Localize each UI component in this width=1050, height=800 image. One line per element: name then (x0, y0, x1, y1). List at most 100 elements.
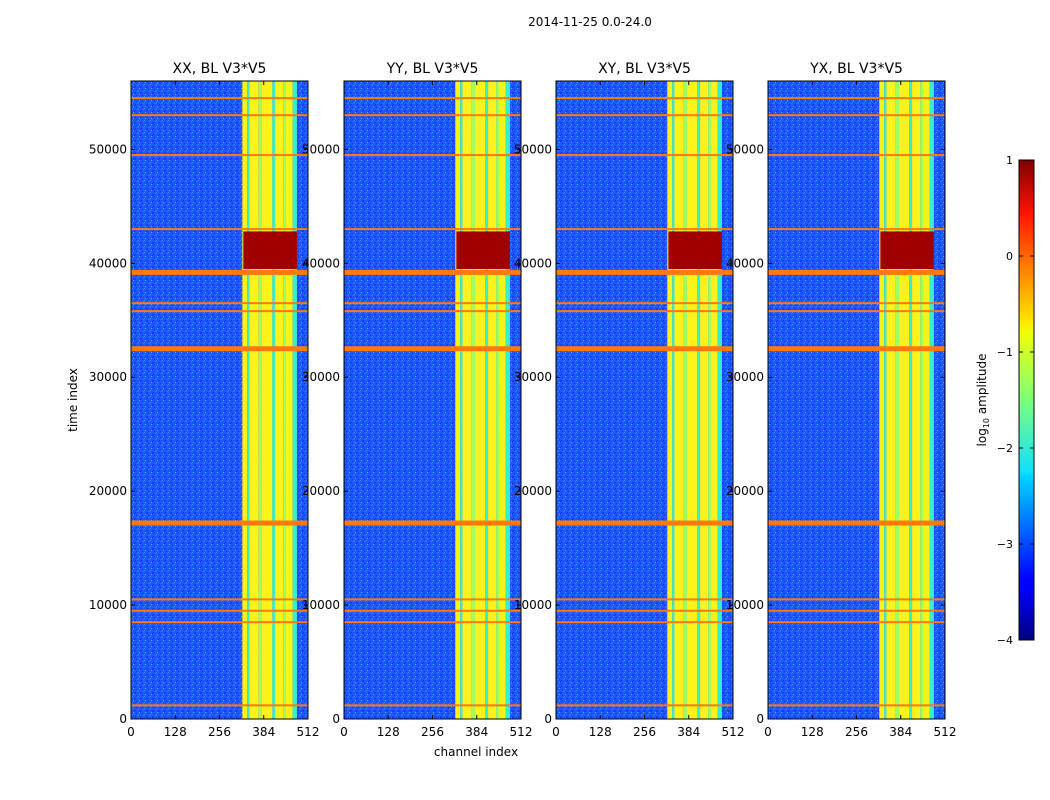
rfi-band-stripe (923, 81, 930, 719)
y-tick-label: 10000 (726, 598, 764, 612)
flagged-row (344, 621, 521, 624)
flagged-row (556, 154, 733, 157)
colorbar: 10−1−2−3−4 log10 amplitude (975, 154, 1035, 647)
rfi-band-stripe (686, 81, 698, 719)
rfi-band-stripe (286, 81, 293, 719)
x-tick-label: 0 (127, 725, 135, 739)
flagged-row (768, 97, 945, 100)
flagged-row (344, 302, 521, 305)
x-tick-label: 128 (589, 725, 612, 739)
y-tick-label: 30000 (726, 370, 764, 384)
flagged-row (768, 520, 945, 526)
flagged-row (556, 598, 733, 601)
y-tick-label: 40000 (302, 256, 340, 270)
y-tick-label: 30000 (514, 370, 552, 384)
flagged-row (131, 704, 308, 707)
x-tick-label: 128 (164, 725, 187, 739)
flagged-row (344, 269, 521, 275)
y-tick-label: 40000 (726, 256, 764, 270)
colorbar-tick-label: −2 (997, 442, 1013, 455)
hot-block (456, 231, 510, 269)
flagged-row (344, 310, 521, 313)
y-tick-label: 40000 (89, 256, 127, 270)
x-tick-label: 256 (421, 725, 444, 739)
x-tick-label: 0 (764, 725, 772, 739)
y-axis-label: time index (66, 368, 80, 432)
rfi-band-stripe (700, 81, 709, 719)
flagged-row (344, 520, 521, 526)
colorbar-tick-label: 0 (1006, 250, 1013, 263)
y-tick-label: 50000 (514, 142, 552, 156)
flagged-row (131, 598, 308, 601)
colorbar-label-rest: amplitude (975, 354, 989, 418)
rfi-band-stripe (717, 81, 722, 719)
colorbar-tick-label: −4 (997, 634, 1013, 647)
heatmap-panel-1: YY, BL V3*V5 0 128 256 384 512 0 10000 20000 3000… (302, 61, 533, 739)
rfi-band-stripe (247, 81, 250, 719)
rfi-band-stripe (249, 81, 259, 719)
rfi-band-stripe (708, 81, 712, 719)
flagged-row (556, 302, 733, 305)
flagged-row (556, 346, 733, 352)
x-tick-label: 0 (552, 725, 560, 739)
flagged-row (556, 114, 733, 117)
flagged-row (344, 346, 521, 352)
flagged-row (131, 269, 308, 275)
y-tick-label: 10000 (302, 598, 340, 612)
x-tick-label: 512 (297, 725, 320, 739)
colorbar-tick-label: 1 (1006, 154, 1013, 167)
rfi-band-stripe (672, 81, 675, 719)
rfi-band-stripe (879, 81, 885, 719)
flagged-row (768, 154, 945, 157)
rfi-band-stripe (258, 81, 262, 719)
flagged-row (556, 310, 733, 313)
colorbar-label: log10 amplitude (975, 354, 991, 447)
panel-title: XX, BL V3*V5 (173, 61, 267, 77)
y-tick-label: 50000 (726, 142, 764, 156)
y-tick-label: 0 (119, 712, 127, 726)
flagged-row (768, 609, 945, 612)
flagged-row (131, 97, 308, 100)
figure-title: 2014-11-25 0.0-24.0 (528, 15, 652, 29)
flagged-row (556, 269, 733, 275)
rfi-band-stripe (460, 81, 463, 719)
colorbar-gradient (1018, 159, 1035, 641)
rfi-band-stripe (283, 81, 287, 719)
flagged-row (131, 621, 308, 624)
y-tick-label: 20000 (726, 484, 764, 498)
rfi-band-stripe (895, 81, 899, 719)
flagged-row (344, 114, 521, 117)
x-tick-label: 384 (465, 725, 488, 739)
flagged-row (131, 114, 308, 117)
rfi-band-stripe (683, 81, 687, 719)
flagged-row (131, 154, 308, 157)
flagged-row (344, 598, 521, 601)
rfi-band-stripe (909, 81, 913, 719)
flagged-row (344, 97, 521, 100)
flagged-row (768, 621, 945, 624)
rfi-band-stripe (275, 81, 284, 719)
heatmap-panel-2: XY, BL V3*V5 0 128 256 384 512 0 10000 20000 3000… (514, 61, 745, 739)
x-tick-label: 384 (252, 725, 275, 739)
rfi-band-stripe (471, 81, 475, 719)
hot-block (243, 231, 297, 269)
rfi-band-stripe (474, 81, 486, 719)
flagged-row (768, 269, 945, 275)
rfi-band-stripe (242, 81, 248, 719)
y-tick-label: 30000 (89, 370, 127, 384)
y-tick-label: 0 (756, 712, 764, 726)
rfi-band-stripe (292, 81, 297, 719)
hot-block (880, 231, 934, 269)
rfi-band-stripe (711, 81, 718, 719)
x-tick-label: 128 (801, 725, 824, 739)
panel-title: YY, BL V3*V5 (386, 61, 479, 77)
flagged-row (131, 302, 308, 305)
y-tick-label: 50000 (89, 142, 127, 156)
flagged-row (131, 520, 308, 526)
heatmap-panel-0: XX, BL V3*V5 0 128 256 384 512 0 10000 20000 3000… (89, 61, 320, 739)
rfi-band-stripe (261, 81, 273, 719)
rfi-band-stripe (884, 81, 887, 719)
x-tick-label: 384 (677, 725, 700, 739)
hot-block (668, 231, 722, 269)
